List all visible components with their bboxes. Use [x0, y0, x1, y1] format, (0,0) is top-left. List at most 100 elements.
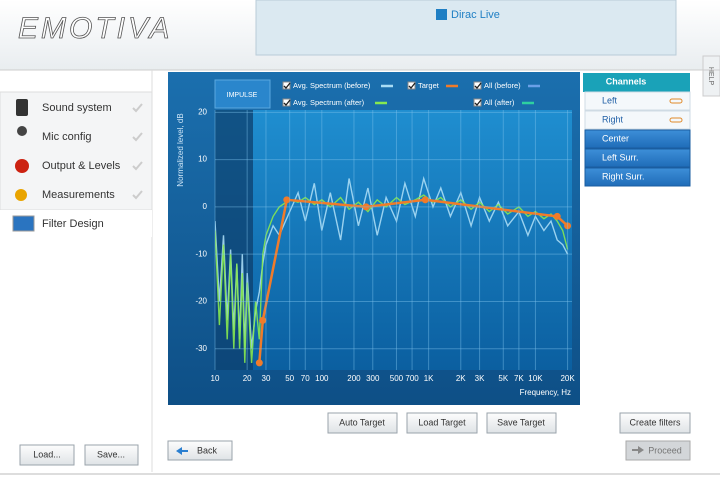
- legend-check[interactable]: [474, 82, 482, 89]
- channel-label[interactable]: Left: [602, 95, 618, 105]
- logo: EMOTIVA: [18, 12, 172, 45]
- legend-label[interactable]: Target: [418, 81, 440, 90]
- proceed-button[interactable]: [625, 440, 691, 461]
- x-tick-label: 30: [262, 374, 271, 383]
- sidebar-item[interactable]: Mic config: [42, 131, 92, 143]
- legend-label[interactable]: Avg. Spectrum (before): [293, 81, 371, 90]
- load-target-label[interactable]: Load Target: [418, 417, 466, 427]
- save-target-label[interactable]: Save Target: [497, 417, 545, 427]
- legend-checkbox[interactable]: [407, 81, 416, 90]
- check-icon: [132, 190, 143, 200]
- legend-checkbox[interactable]: [282, 98, 291, 107]
- back-button[interactable]: [167, 440, 233, 461]
- channels-title: Channels: [606, 76, 647, 86]
- check-icon: [132, 161, 143, 171]
- check-icon: [132, 132, 143, 142]
- auto-target-button[interactable]: [327, 412, 398, 434]
- y-tick-label: 10: [198, 155, 207, 164]
- channel-item[interactable]: [584, 129, 691, 149]
- x-tick-label: 300: [366, 374, 380, 383]
- icon-speaker: [16, 99, 28, 116]
- create-filters-label[interactable]: Create filters: [629, 417, 681, 427]
- channel-label[interactable]: Center: [602, 133, 629, 143]
- legend-checkbox[interactable]: [473, 81, 482, 90]
- legend-label[interactable]: All (after): [484, 98, 515, 107]
- legend-check[interactable]: [283, 82, 291, 89]
- target-point[interactable]: [421, 196, 429, 204]
- channels-header: [583, 73, 690, 92]
- y-tick-label: 0: [203, 202, 208, 211]
- icon-mic: [17, 126, 27, 136]
- channel-label[interactable]: Right: [602, 114, 624, 124]
- y-tick-label: -20: [195, 297, 207, 306]
- channel-item[interactable]: [584, 148, 691, 168]
- x-tick-label: 7K: [514, 374, 524, 383]
- x-tick-label: 700: [405, 374, 419, 383]
- save-label[interactable]: Save...: [97, 449, 125, 459]
- legend-check[interactable]: [283, 99, 291, 106]
- x-tick-label: 10K: [528, 374, 543, 383]
- x-tick-label: 500: [390, 374, 404, 383]
- target-point[interactable]: [283, 196, 291, 204]
- impulse-button[interactable]: [214, 79, 271, 109]
- load-target-button[interactable]: [406, 412, 478, 434]
- link-icon: [669, 98, 683, 104]
- legend-check[interactable]: [408, 82, 416, 89]
- channel-item[interactable]: [584, 91, 691, 111]
- help-label[interactable]: HELP: [707, 67, 714, 86]
- x-tick-label: 5K: [498, 374, 508, 383]
- impulse-label[interactable]: IMPULSE: [227, 92, 258, 99]
- load-label[interactable]: Load...: [33, 449, 61, 459]
- x-tick-label: 20K: [560, 374, 575, 383]
- legend-label[interactable]: Avg. Spectrum (after): [293, 98, 365, 107]
- x-axis-label: Frequency, Hz: [520, 388, 571, 397]
- x-tick-label: 10: [211, 374, 220, 383]
- target-point[interactable]: [362, 203, 370, 211]
- channel-label[interactable]: Right Surr.: [602, 171, 645, 181]
- sidebar-item[interactable]: Filter Design: [42, 218, 104, 230]
- legend-checkbox[interactable]: [282, 81, 291, 90]
- y-tick-label: 20: [198, 107, 207, 116]
- x-tick-label: 50: [285, 374, 294, 383]
- icon-filter: [12, 215, 35, 232]
- create-filters-button[interactable]: [619, 412, 691, 434]
- channel-item[interactable]: [584, 110, 691, 130]
- sidebar-item[interactable]: Output & Levels: [42, 160, 121, 172]
- target-point[interactable]: [553, 212, 561, 220]
- proceed-label[interactable]: Proceed: [648, 445, 682, 455]
- back-label[interactable]: Back: [197, 445, 218, 455]
- legend-checkbox[interactable]: [473, 98, 482, 107]
- x-tick-label: 3K: [475, 374, 485, 383]
- product-icon: [436, 9, 447, 20]
- sidebar-item[interactable]: Measurements: [42, 189, 115, 201]
- proceed-arrow[interactable]: [632, 446, 644, 454]
- legend-check[interactable]: [474, 99, 482, 106]
- load-button[interactable]: [19, 444, 75, 466]
- plot-lines: [215, 175, 572, 367]
- x-tick-label: 100: [315, 374, 329, 383]
- channel-label[interactable]: Left Surr.: [602, 152, 639, 162]
- plot-area: [215, 110, 572, 370]
- check-icon: [132, 103, 143, 113]
- x-tick-label: 20: [243, 374, 252, 383]
- save-target-button[interactable]: [486, 412, 557, 434]
- y-tick-label: -30: [195, 344, 207, 353]
- sidebar-item[interactable]: Sound system: [42, 102, 112, 114]
- icon-output: [15, 159, 29, 173]
- link-icon: [669, 117, 683, 123]
- y-tick-label: -10: [195, 249, 207, 258]
- target-point[interactable]: [564, 222, 572, 230]
- product-name: Dirac Live: [451, 9, 500, 21]
- legend-label[interactable]: All (before): [484, 81, 521, 90]
- channel-item[interactable]: [584, 167, 691, 187]
- x-tick-label: 2K: [456, 374, 466, 383]
- back-arrow[interactable]: [176, 447, 188, 455]
- auto-target-label[interactable]: Auto Target: [339, 417, 385, 427]
- save-button[interactable]: [84, 444, 139, 466]
- target-point[interactable]: [255, 359, 263, 367]
- icon-measure: [15, 189, 27, 201]
- product-banner: [255, 0, 677, 56]
- help-tab[interactable]: [702, 55, 720, 97]
- target-point[interactable]: [259, 316, 267, 324]
